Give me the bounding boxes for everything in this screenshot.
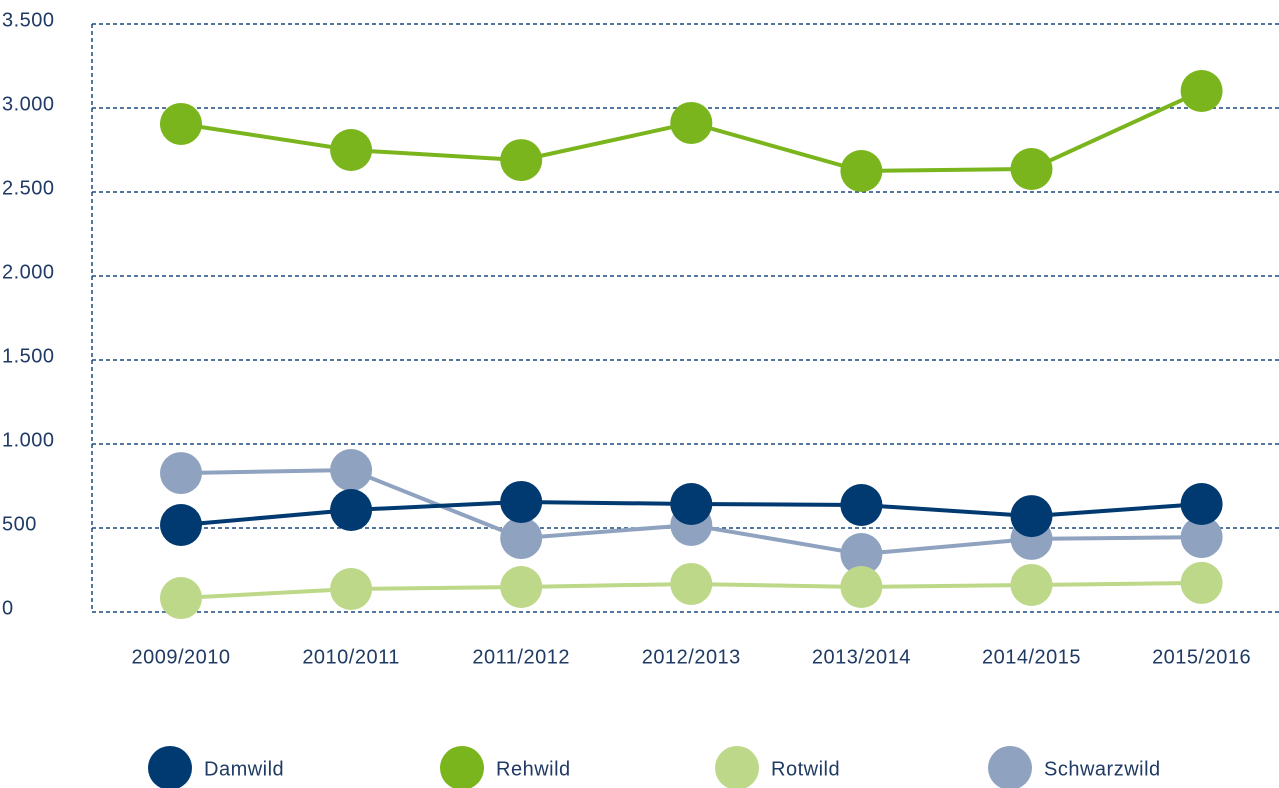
point <box>330 567 373 610</box>
point <box>160 503 202 546</box>
y-tick-label: 0 <box>2 597 14 619</box>
y-tick-label: 500 <box>2 513 37 535</box>
point <box>160 102 202 145</box>
point <box>1010 563 1053 606</box>
point <box>500 517 543 560</box>
legend-swatch <box>148 746 192 788</box>
legend-swatch <box>440 746 484 788</box>
point <box>1180 70 1223 113</box>
x-tick-label: 2014/2015 <box>982 646 1081 668</box>
point <box>500 565 543 608</box>
point <box>1180 561 1223 604</box>
x-tick-label: 2012/2013 <box>642 646 741 668</box>
point <box>1010 147 1053 190</box>
point <box>1180 516 1223 559</box>
x-tick-label: 2011/2012 <box>472 646 570 668</box>
legend-label: Damwild <box>204 758 284 780</box>
y-tick-label: 3.000 <box>2 93 55 115</box>
point <box>160 452 202 495</box>
point <box>670 562 713 605</box>
legend-swatch <box>988 746 1032 788</box>
y-tick-label: 2.000 <box>2 261 55 283</box>
y-tick-label: 1.500 <box>2 345 55 367</box>
point <box>330 489 373 532</box>
point <box>670 101 713 144</box>
x-tick-label: 2015/2016 <box>1152 646 1251 668</box>
point <box>500 480 543 523</box>
x-tick-label: 2013/2014 <box>812 646 911 668</box>
legend-swatch <box>715 746 759 788</box>
point <box>670 482 713 525</box>
y-tick-label: 2.500 <box>2 177 55 199</box>
point <box>330 129 373 171</box>
point <box>1010 495 1053 538</box>
point <box>840 483 883 526</box>
legend-label: Rotwild <box>771 758 840 780</box>
point <box>840 533 883 576</box>
point <box>1180 482 1223 525</box>
point <box>840 565 883 608</box>
point <box>160 577 202 620</box>
point <box>840 150 883 192</box>
legend-label: Schwarzwild <box>1044 758 1161 780</box>
point <box>500 139 543 182</box>
x-tick-label: 2010/2011 <box>302 646 400 668</box>
y-tick-label: 3.500 <box>2 9 55 31</box>
point <box>330 449 373 492</box>
legend-label: Rehwild <box>496 758 571 780</box>
x-tick-label: 2009/2010 <box>131 646 230 668</box>
y-tick-label: 1.000 <box>2 429 55 451</box>
